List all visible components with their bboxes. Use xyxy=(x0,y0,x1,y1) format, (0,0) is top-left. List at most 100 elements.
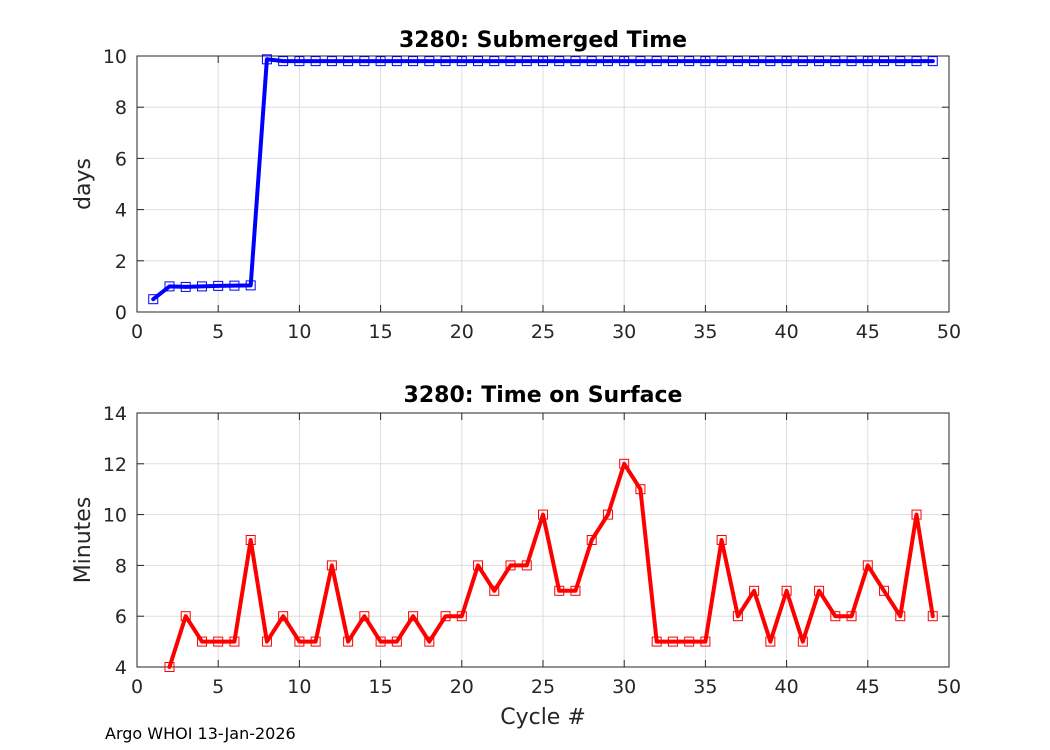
x-tick-label: 35 xyxy=(693,676,717,698)
data-point-marker xyxy=(278,56,289,67)
data-point-marker xyxy=(749,585,760,596)
y-tick-label: 14 xyxy=(103,403,127,425)
y-tick-label: 2 xyxy=(115,251,127,273)
data-point-marker xyxy=(554,585,565,596)
data-point-marker xyxy=(505,56,516,67)
y-tick-label: 4 xyxy=(115,200,127,222)
data-point-marker xyxy=(619,458,630,469)
y-tick-label: 6 xyxy=(115,606,127,628)
data-point-marker xyxy=(180,281,191,292)
time-on-surface-chart: 3280: Time on Surface Minutes Cycle # 0 5… xyxy=(71,383,961,730)
data-point-marker xyxy=(635,56,646,67)
x-axis-label: Cycle # xyxy=(500,705,586,730)
data-point-marker xyxy=(732,611,743,622)
data-point-marker xyxy=(196,636,207,647)
data-point-marker xyxy=(895,56,906,67)
data-point-marker xyxy=(635,484,646,495)
data-point-marker xyxy=(229,280,240,291)
x-tick-label: 50 xyxy=(937,676,961,698)
data-point-marker xyxy=(846,56,857,67)
data-point-marker xyxy=(797,56,808,67)
data-point-marker xyxy=(570,585,581,596)
x-tick-label: 40 xyxy=(775,321,799,343)
x-tick-label: 20 xyxy=(450,321,474,343)
data-point-marker xyxy=(700,636,711,647)
data-point-marker xyxy=(830,56,841,67)
x-tick-label: 25 xyxy=(531,676,555,698)
x-tick-label: 10 xyxy=(287,321,311,343)
data-point-marker xyxy=(619,56,630,67)
x-tick-label: 10 xyxy=(287,676,311,698)
data-point-marker xyxy=(765,56,776,67)
data-point-marker xyxy=(343,636,354,647)
data-point-marker xyxy=(326,560,337,571)
data-point-marker xyxy=(586,535,597,545)
data-point-marker xyxy=(538,56,548,67)
data-point-marker xyxy=(408,56,419,67)
data-point-marker xyxy=(245,280,256,291)
data-point-marker xyxy=(814,585,825,596)
data-point-marker xyxy=(521,560,532,571)
data-point-marker xyxy=(602,509,613,520)
x-tick-label: 25 xyxy=(531,321,555,343)
data-point-marker xyxy=(375,56,386,67)
data-point-marker xyxy=(213,636,224,647)
data-point-marker xyxy=(326,56,337,67)
data-point-marker xyxy=(667,56,678,67)
chart-title: 3280: Submerged Time xyxy=(399,28,687,53)
data-point-marker xyxy=(196,281,207,292)
data-point-marker xyxy=(278,611,289,622)
data-point-marker xyxy=(343,56,354,67)
data-point-marker xyxy=(716,56,727,67)
data-point-marker xyxy=(359,56,370,67)
data-point-marker xyxy=(489,585,500,596)
y-tick-label: 0 xyxy=(115,302,127,324)
data-point-marker xyxy=(797,636,808,647)
data-point-marker xyxy=(164,662,175,672)
data-point-marker xyxy=(716,535,727,545)
data-point-marker xyxy=(424,636,435,647)
data-point-marker xyxy=(862,560,873,571)
data-point-marker xyxy=(391,56,402,67)
y-axis-label: Minutes xyxy=(71,497,96,584)
data-point-marker xyxy=(261,636,272,647)
data-point-marker xyxy=(830,611,841,622)
data-point-marker xyxy=(505,560,516,571)
data-point-marker xyxy=(164,281,175,292)
data-point-marker xyxy=(408,611,419,622)
data-point-marker xyxy=(521,56,532,67)
data-point-marker xyxy=(310,636,321,647)
data-point-marker xyxy=(879,56,890,67)
x-tick-label: 45 xyxy=(856,321,880,343)
data-point-marker xyxy=(602,56,613,67)
data-point-marker xyxy=(489,56,500,67)
data-point-marker xyxy=(375,636,386,647)
data-point-marker xyxy=(879,585,890,596)
data-point-marker xyxy=(927,56,938,67)
data-point-marker xyxy=(180,611,191,622)
data-point-marker xyxy=(846,611,857,622)
data-point-marker xyxy=(148,294,159,305)
x-tick-label: 30 xyxy=(612,321,636,343)
data-point-marker xyxy=(229,636,240,647)
data-point-marker xyxy=(700,56,711,67)
x-tick-label: 45 xyxy=(856,676,880,698)
y-tick-label: 8 xyxy=(115,555,127,577)
y-axis-label: days xyxy=(71,158,96,210)
data-point-marker xyxy=(862,56,873,67)
data-point-marker xyxy=(245,535,256,545)
data-point-marker xyxy=(473,560,484,571)
x-tick-label: 40 xyxy=(775,676,799,698)
x-tick-label: 15 xyxy=(369,321,393,343)
submerged-time-chart: 3280: Submerged Time days 0 5 10 15 20 25 30 35… xyxy=(71,28,961,343)
x-tick-label: 50 xyxy=(937,321,961,343)
data-point-marker xyxy=(927,611,938,622)
data-point-marker xyxy=(651,56,662,67)
data-point-marker xyxy=(554,56,565,67)
data-point-marker xyxy=(911,56,922,67)
data-point-marker xyxy=(456,611,467,622)
series-line xyxy=(151,57,935,302)
data-point-marker xyxy=(213,280,224,291)
data-point-marker xyxy=(749,56,760,67)
